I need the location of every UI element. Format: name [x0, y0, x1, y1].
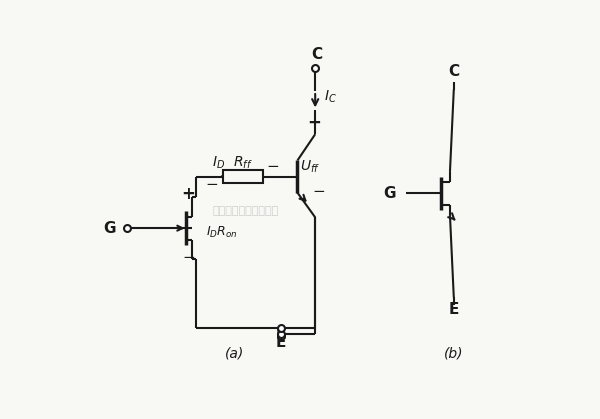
Text: (a): (a) — [225, 347, 244, 360]
Text: $I_C$: $I_C$ — [325, 88, 337, 105]
Text: E: E — [275, 327, 286, 342]
Text: G: G — [103, 221, 116, 235]
Text: C: C — [448, 64, 460, 79]
Text: $R_{ff}$: $R_{ff}$ — [233, 155, 253, 171]
Text: E: E — [449, 303, 459, 317]
Text: $-$: $-$ — [313, 181, 326, 197]
Text: (b): (b) — [444, 347, 464, 360]
Text: $I_D R_{on}$: $I_D R_{on}$ — [206, 225, 238, 240]
Text: C: C — [311, 47, 322, 62]
Text: +: + — [307, 114, 322, 132]
Text: G: G — [383, 186, 396, 201]
Text: $-$: $-$ — [182, 248, 195, 264]
Bar — [223, 171, 263, 183]
Text: $I_D$: $I_D$ — [212, 155, 226, 171]
Text: 杭州将睿科技有限公司: 杭州将睿科技有限公司 — [213, 206, 279, 216]
Text: $-$: $-$ — [266, 157, 279, 172]
Text: E: E — [275, 335, 286, 350]
Text: $U_{ff}$: $U_{ff}$ — [299, 158, 320, 175]
Text: $-$: $-$ — [205, 175, 218, 190]
Text: +: + — [181, 185, 195, 203]
